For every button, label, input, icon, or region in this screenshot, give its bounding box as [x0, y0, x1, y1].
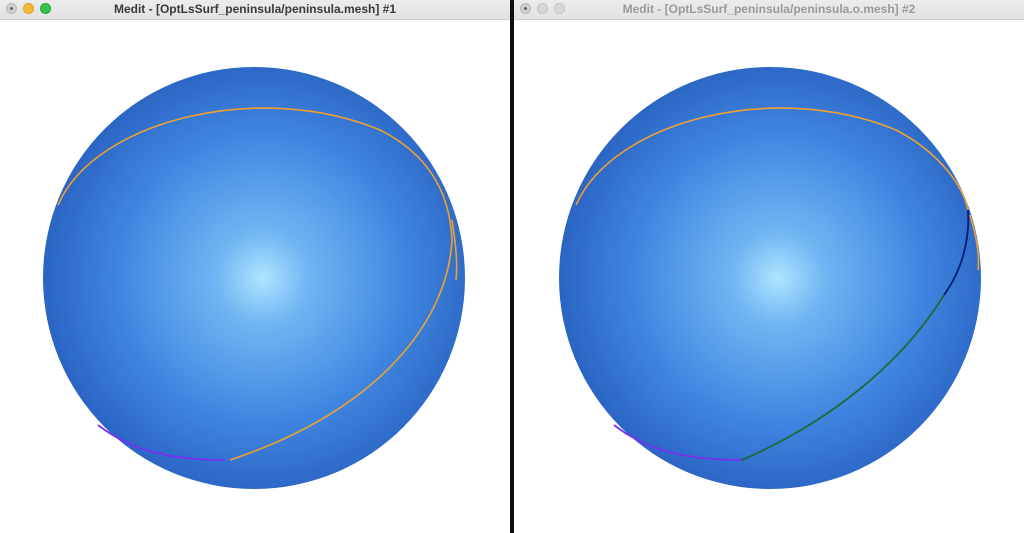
boundary-curve-orange — [57, 107, 453, 461]
mesh-render — [43, 67, 465, 489]
window-titlebar[interactable]: Medit - [OptLsSurf_peninsula/peninsula.o… — [514, 0, 1024, 20]
mesh-viewport[interactable] — [0, 20, 510, 533]
close-button[interactable] — [6, 3, 17, 14]
mesh-render — [559, 67, 981, 489]
boundary-curve-orange-edge — [969, 214, 980, 271]
window-title: Medit - [OptLsSurf_peninsula/peninsula.o… — [622, 2, 916, 16]
boundary-curve-purple — [613, 424, 743, 461]
zoom-button[interactable] — [554, 3, 565, 14]
close-button[interactable] — [520, 3, 531, 14]
minimize-button[interactable] — [537, 3, 548, 14]
medit-window-1[interactable]: Medit - [OptLsSurf_peninsula/peninsula.m… — [0, 0, 510, 533]
minimize-button[interactable] — [23, 3, 34, 14]
medit-window-2[interactable]: Medit - [OptLsSurf_peninsula/peninsula.o… — [514, 0, 1024, 533]
window-titlebar[interactable]: Medit - [OptLsSurf_peninsula/peninsula.m… — [0, 0, 510, 20]
mesh-viewport[interactable] — [514, 20, 1024, 533]
boundary-curve-navy — [943, 209, 970, 296]
window-controls — [6, 3, 51, 14]
boundary-curve-purple — [97, 424, 226, 461]
boundary-curve-orange-edge — [451, 219, 458, 281]
window-controls — [520, 3, 565, 14]
window-title: Medit - [OptLsSurf_peninsula/peninsula.m… — [113, 2, 397, 16]
boundary-curve-orange — [575, 107, 969, 211]
sphere-surface — [559, 67, 981, 489]
zoom-button[interactable] — [40, 3, 51, 14]
window-divider — [510, 0, 514, 533]
sphere-surface — [43, 67, 465, 489]
boundary-curve-green — [741, 294, 945, 461]
